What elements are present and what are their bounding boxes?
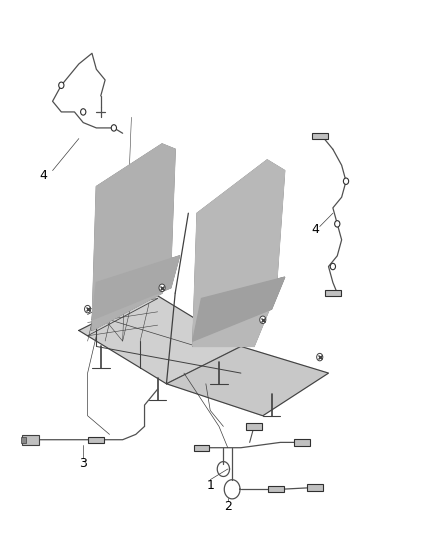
Circle shape	[317, 353, 323, 361]
FancyBboxPatch shape	[22, 435, 39, 445]
Circle shape	[81, 109, 86, 115]
Bar	[268, 486, 284, 492]
Text: 4: 4	[311, 223, 319, 236]
Polygon shape	[79, 293, 241, 384]
Circle shape	[330, 263, 336, 270]
Text: 1: 1	[206, 479, 214, 491]
Bar	[325, 290, 341, 296]
Polygon shape	[193, 277, 285, 341]
Text: 2: 2	[224, 500, 232, 513]
Polygon shape	[92, 144, 175, 330]
Polygon shape	[92, 256, 180, 320]
Circle shape	[111, 125, 117, 131]
Circle shape	[335, 221, 340, 227]
Bar	[246, 423, 262, 430]
Text: 3: 3	[79, 457, 87, 470]
Text: 4: 4	[40, 169, 48, 182]
Circle shape	[85, 305, 91, 313]
FancyBboxPatch shape	[21, 437, 26, 443]
Polygon shape	[193, 160, 285, 346]
Circle shape	[59, 82, 64, 88]
Bar	[88, 437, 104, 443]
Polygon shape	[166, 346, 328, 416]
Circle shape	[260, 316, 266, 324]
Bar	[312, 133, 328, 139]
Circle shape	[159, 284, 165, 292]
Bar	[194, 445, 209, 451]
Circle shape	[343, 178, 349, 184]
Bar	[307, 484, 323, 491]
Bar	[294, 439, 310, 446]
